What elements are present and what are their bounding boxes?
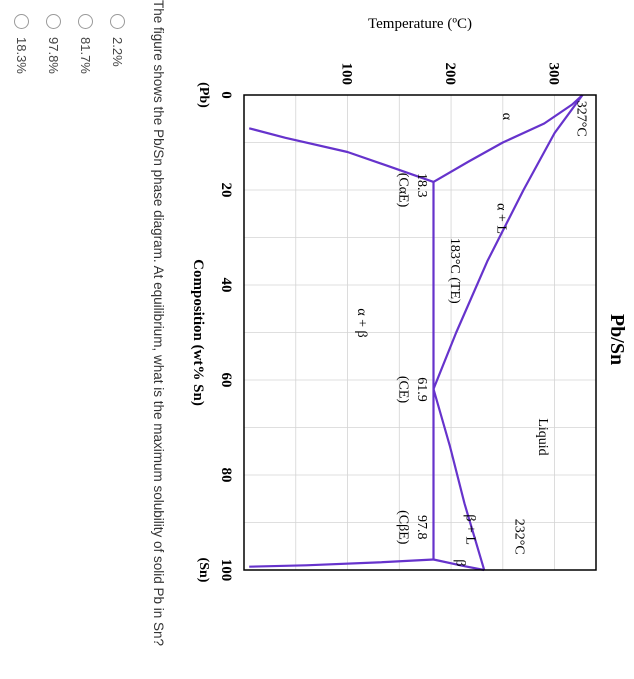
- y-axis-label: Temperature (ºC): [368, 16, 472, 32]
- phase-boundaries: [248, 94, 584, 572]
- option-label-2: 81.7%: [78, 37, 94, 74]
- y-tick-label-200: 200: [442, 63, 458, 86]
- x-tick-label-40: 40: [218, 278, 234, 293]
- phase-boundary-1: [432, 94, 584, 183]
- x-tick-label-0: 0: [218, 91, 234, 99]
- radio-button-1[interactable]: [110, 14, 126, 29]
- annotation-6: 61.9: [414, 377, 429, 402]
- phase-boundary-4: [433, 558, 485, 572]
- annotation-4: 18.3: [414, 173, 429, 198]
- plot-frame: [243, 94, 597, 571]
- option-1[interactable]: 2.2%: [102, 14, 134, 74]
- option-3[interactable]: 97.8%: [38, 14, 70, 74]
- region-label-4: α + β: [354, 308, 369, 337]
- region-label-6: β: [452, 559, 467, 566]
- region-label-5: β + L: [463, 514, 478, 545]
- annotation-2: 232°C: [511, 519, 526, 555]
- x-tick-label-20: 20: [218, 183, 234, 198]
- phase-boundary-6: [248, 127, 434, 183]
- y-tick-label-100: 100: [339, 63, 355, 86]
- option-4[interactable]: 18.3%: [6, 14, 38, 74]
- annotation-8: 97.8: [414, 515, 429, 540]
- annotation-9: (CβE): [395, 510, 410, 545]
- radio-button-3[interactable]: [46, 14, 62, 29]
- annotation-3: 183°C (TE): [447, 238, 462, 304]
- phase-boundary-7: [249, 558, 434, 568]
- option-label-4: 18.3%: [14, 37, 30, 74]
- region-label-3: α: [499, 113, 514, 121]
- annotations: 327°C 232°C 183°C (TE) 18.3 (CαE) 61.9 (CE) 97.…: [395, 101, 588, 555]
- phase-diagram: 0 20 40 60 80 100 100 200 300 Liquid α + L α α + β β…: [190, 16, 597, 583]
- grid: [244, 95, 596, 570]
- question-text: The figure shows the Pb/Sn phase diagram…: [151, 0, 166, 647]
- phase-boundary-3: [432, 388, 486, 571]
- x-tick-label-80: 80: [218, 468, 234, 483]
- annotation-1: 327°C: [573, 101, 588, 137]
- option-label-3: 97.8%: [46, 37, 62, 74]
- x-tick-label-60: 60: [218, 373, 234, 388]
- option-2[interactable]: 81.7%: [70, 14, 102, 74]
- region-labels: Liquid α + L α α + β β + L β: [354, 113, 550, 567]
- option-label-1: 2.2%: [110, 37, 126, 67]
- region-label-2: α + L: [494, 203, 509, 234]
- x-axis-label: Composition (wt% Sn): [190, 259, 206, 406]
- annotation-7: (CE): [395, 376, 410, 404]
- annotation-5: (CαE): [395, 173, 410, 208]
- radio-button-2[interactable]: [78, 14, 94, 29]
- phase-boundary-2: [432, 94, 584, 390]
- x-end-label-pb: (Pb): [196, 82, 211, 108]
- x-tick-label-100: 100: [218, 559, 234, 582]
- y-tick-label-300: 300: [546, 63, 562, 86]
- radio-button-4[interactable]: [14, 14, 30, 29]
- region-label-1: Liquid: [535, 418, 550, 455]
- x-end-label-sn: (Sn): [196, 558, 211, 583]
- tick-labels: 0 20 40 60 80 100 100 200 300: [218, 63, 562, 582]
- answer-options: 2.2% 81.7% 97.8% 18.3%: [6, 14, 134, 74]
